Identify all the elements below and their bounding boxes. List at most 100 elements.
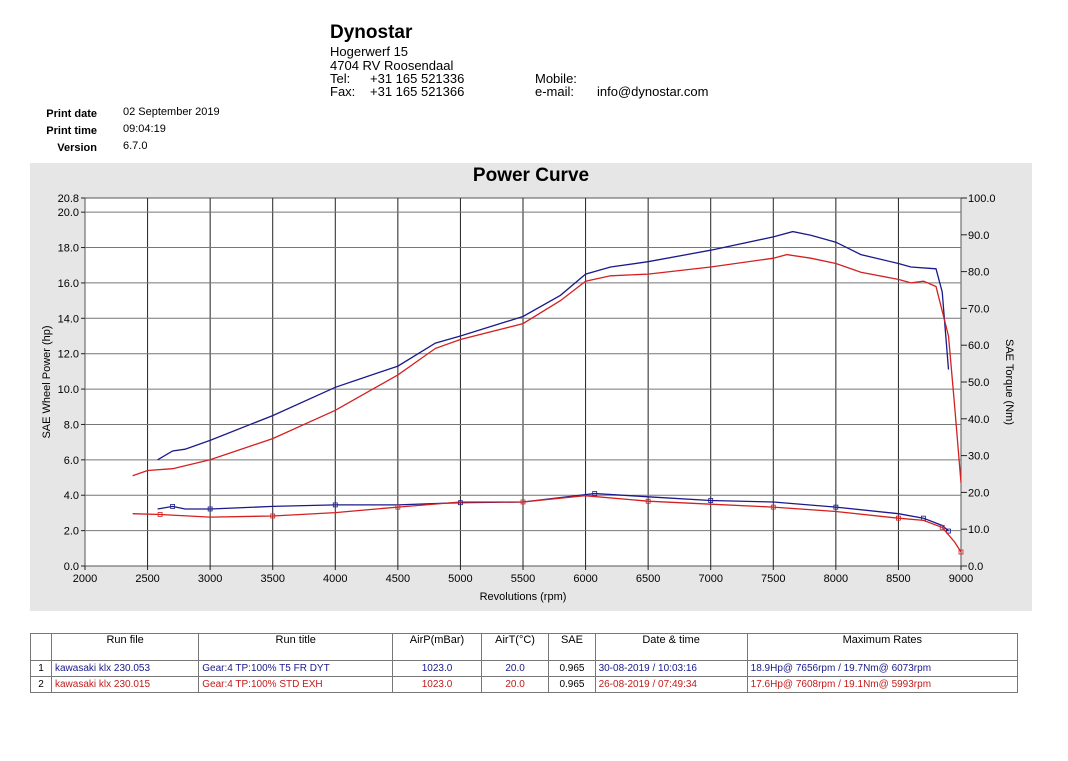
- data-point-marker: [207, 506, 213, 512]
- company-name: Dynostar: [330, 22, 413, 43]
- table-cell: kawasaki klx 230.015: [50, 676, 200, 693]
- x-tick-label: 4500: [386, 573, 410, 585]
- y-tick-label: 20.0: [58, 207, 79, 219]
- table-cell: 1: [30, 660, 52, 677]
- y2-tick-label: 0.0: [968, 561, 983, 573]
- table-cell: 1023.0: [392, 660, 482, 677]
- x-tick-label: 4000: [323, 573, 347, 585]
- column-header: SAE: [548, 633, 596, 661]
- table-cell: 18.9Hp@ 7656rpm / 19.7Nm@ 6073rpm: [746, 660, 1019, 677]
- y-tick-label: 18.0: [58, 243, 79, 255]
- column-header: Maximum Rates: [746, 633, 1019, 661]
- chart-title: Power Curve: [472, 165, 590, 186]
- y-tick-label: 2.0: [64, 526, 79, 538]
- version-label: Version: [57, 142, 97, 154]
- print-date-label: Print date: [46, 108, 97, 120]
- table-cell: 1023.0: [392, 676, 482, 693]
- x-tick-label: 7000: [698, 573, 722, 585]
- fax-label: Fax:: [330, 84, 356, 99]
- y-tick-label: 10.0: [58, 384, 79, 396]
- y-tick-label: 6.0: [64, 455, 79, 467]
- y2-tick-label: 90.0: [968, 230, 989, 242]
- table-cell: 20.0: [480, 660, 550, 677]
- print-date: 02 September 2019: [123, 106, 220, 118]
- y-tick-label: 12.0: [58, 349, 79, 361]
- x-tick-label: 3500: [260, 573, 284, 585]
- data-point-marker: [708, 498, 714, 503]
- table-cell: kawasaki klx 230.053: [50, 660, 200, 677]
- data-point-marker: [592, 491, 598, 496]
- y2-tick-label: 20.0: [968, 487, 989, 499]
- y-tick-label: 4.0: [64, 490, 79, 502]
- y-axis-label: SAE Wheel Power (hp): [41, 325, 53, 438]
- x-tick-label: 9000: [949, 573, 973, 585]
- x-tick-label: 8000: [824, 573, 848, 585]
- y2-tick-label: 10.0: [968, 524, 989, 536]
- column-header: Run title: [198, 633, 394, 661]
- table-cell: 30-08-2019 / 10:03:16: [594, 660, 748, 677]
- table-cell: 20.0: [480, 676, 550, 693]
- y-tick-label: 8.0: [64, 419, 79, 431]
- table-cell: 0.965: [548, 660, 596, 677]
- y2-tick-label: 50.0: [968, 377, 989, 389]
- data-point-marker: [157, 512, 163, 517]
- table-row[interactable]: 2 kawasaki klx 230.015 Gear:4 TP:100% STD …: [30, 676, 1019, 693]
- email-value: info@dynostar.com: [597, 84, 709, 99]
- series-line-2: [132, 253, 962, 483]
- data-point-marker: [645, 498, 651, 504]
- x-tick-label: 5000: [448, 573, 472, 585]
- table-cell: 2: [30, 676, 52, 693]
- tel-value: +31 165 521336: [370, 71, 465, 86]
- column-header: Date & time: [594, 633, 748, 661]
- y-tick-label: 0.0: [64, 561, 79, 573]
- data-point-marker: [896, 515, 901, 521]
- x-tick-label: 6000: [573, 573, 597, 585]
- data-point-marker: [833, 504, 839, 510]
- y2-tick-label: 80.0: [968, 267, 989, 279]
- x-tick-label: 7500: [761, 573, 785, 585]
- y2-axis-label: SAE Torque (Nm): [1003, 339, 1015, 425]
- data-point-marker: [270, 513, 276, 519]
- y2-tick-label: 60.0: [968, 340, 989, 352]
- data-point-marker: [958, 549, 964, 555]
- column-header: Run file: [50, 633, 200, 661]
- x-tick-label: 5500: [511, 573, 535, 585]
- table-cell: 17.6Hp@ 7608rpm / 19.1Nm@ 5993rpm: [746, 676, 1019, 693]
- data-point-marker: [939, 524, 945, 530]
- y2-tick-label: 70.0: [968, 303, 989, 315]
- company-city: 4704 RV Roosendaal: [330, 58, 454, 73]
- version: 6.7.0: [123, 140, 148, 152]
- data-point-marker: [170, 503, 176, 509]
- data-point-marker: [770, 504, 776, 510]
- table-cell: Gear:4 TP:100% T5 FR DYT: [198, 660, 394, 677]
- column-header: [30, 633, 52, 661]
- column-header: AirP(mBar): [392, 633, 482, 661]
- data-point-marker: [332, 502, 338, 508]
- x-tick-label: 2500: [135, 573, 159, 585]
- column-header: AirT(°C): [480, 633, 550, 661]
- y-tick-label: 20.8: [58, 193, 79, 205]
- y-tick-label: 14.0: [58, 313, 79, 325]
- print-time: 09:04:19: [123, 123, 166, 135]
- fax-value: +31 165 521366: [370, 84, 465, 99]
- series-line-4: [132, 495, 962, 553]
- table-row[interactable]: 1 kawasaki klx 230.053 Gear:4 TP:100% T5 F…: [30, 660, 1019, 677]
- x-tick-label: 3000: [198, 573, 222, 585]
- y2-tick-label: 40.0: [968, 414, 989, 426]
- print-time-label: Print time: [46, 125, 97, 137]
- x-tick-label: 8500: [886, 573, 910, 585]
- data-point-marker: [520, 499, 526, 505]
- table-cell: Gear:4 TP:100% STD EXH: [198, 676, 394, 693]
- x-axis-label: Revolutions (rpm): [480, 591, 567, 603]
- data-point-marker: [946, 528, 951, 534]
- y2-tick-label: 30.0: [968, 451, 989, 463]
- table-cell: 0.965: [548, 676, 596, 693]
- mobile-label: Mobile:: [535, 71, 577, 86]
- x-tick-label: 2000: [73, 573, 97, 585]
- x-tick-label: 6500: [636, 573, 660, 585]
- data-point-marker: [395, 504, 401, 510]
- y2-tick-label: 100.0: [968, 193, 996, 205]
- table-cell: 26-08-2019 / 07:49:34: [594, 676, 748, 693]
- series-line-1: [157, 230, 950, 461]
